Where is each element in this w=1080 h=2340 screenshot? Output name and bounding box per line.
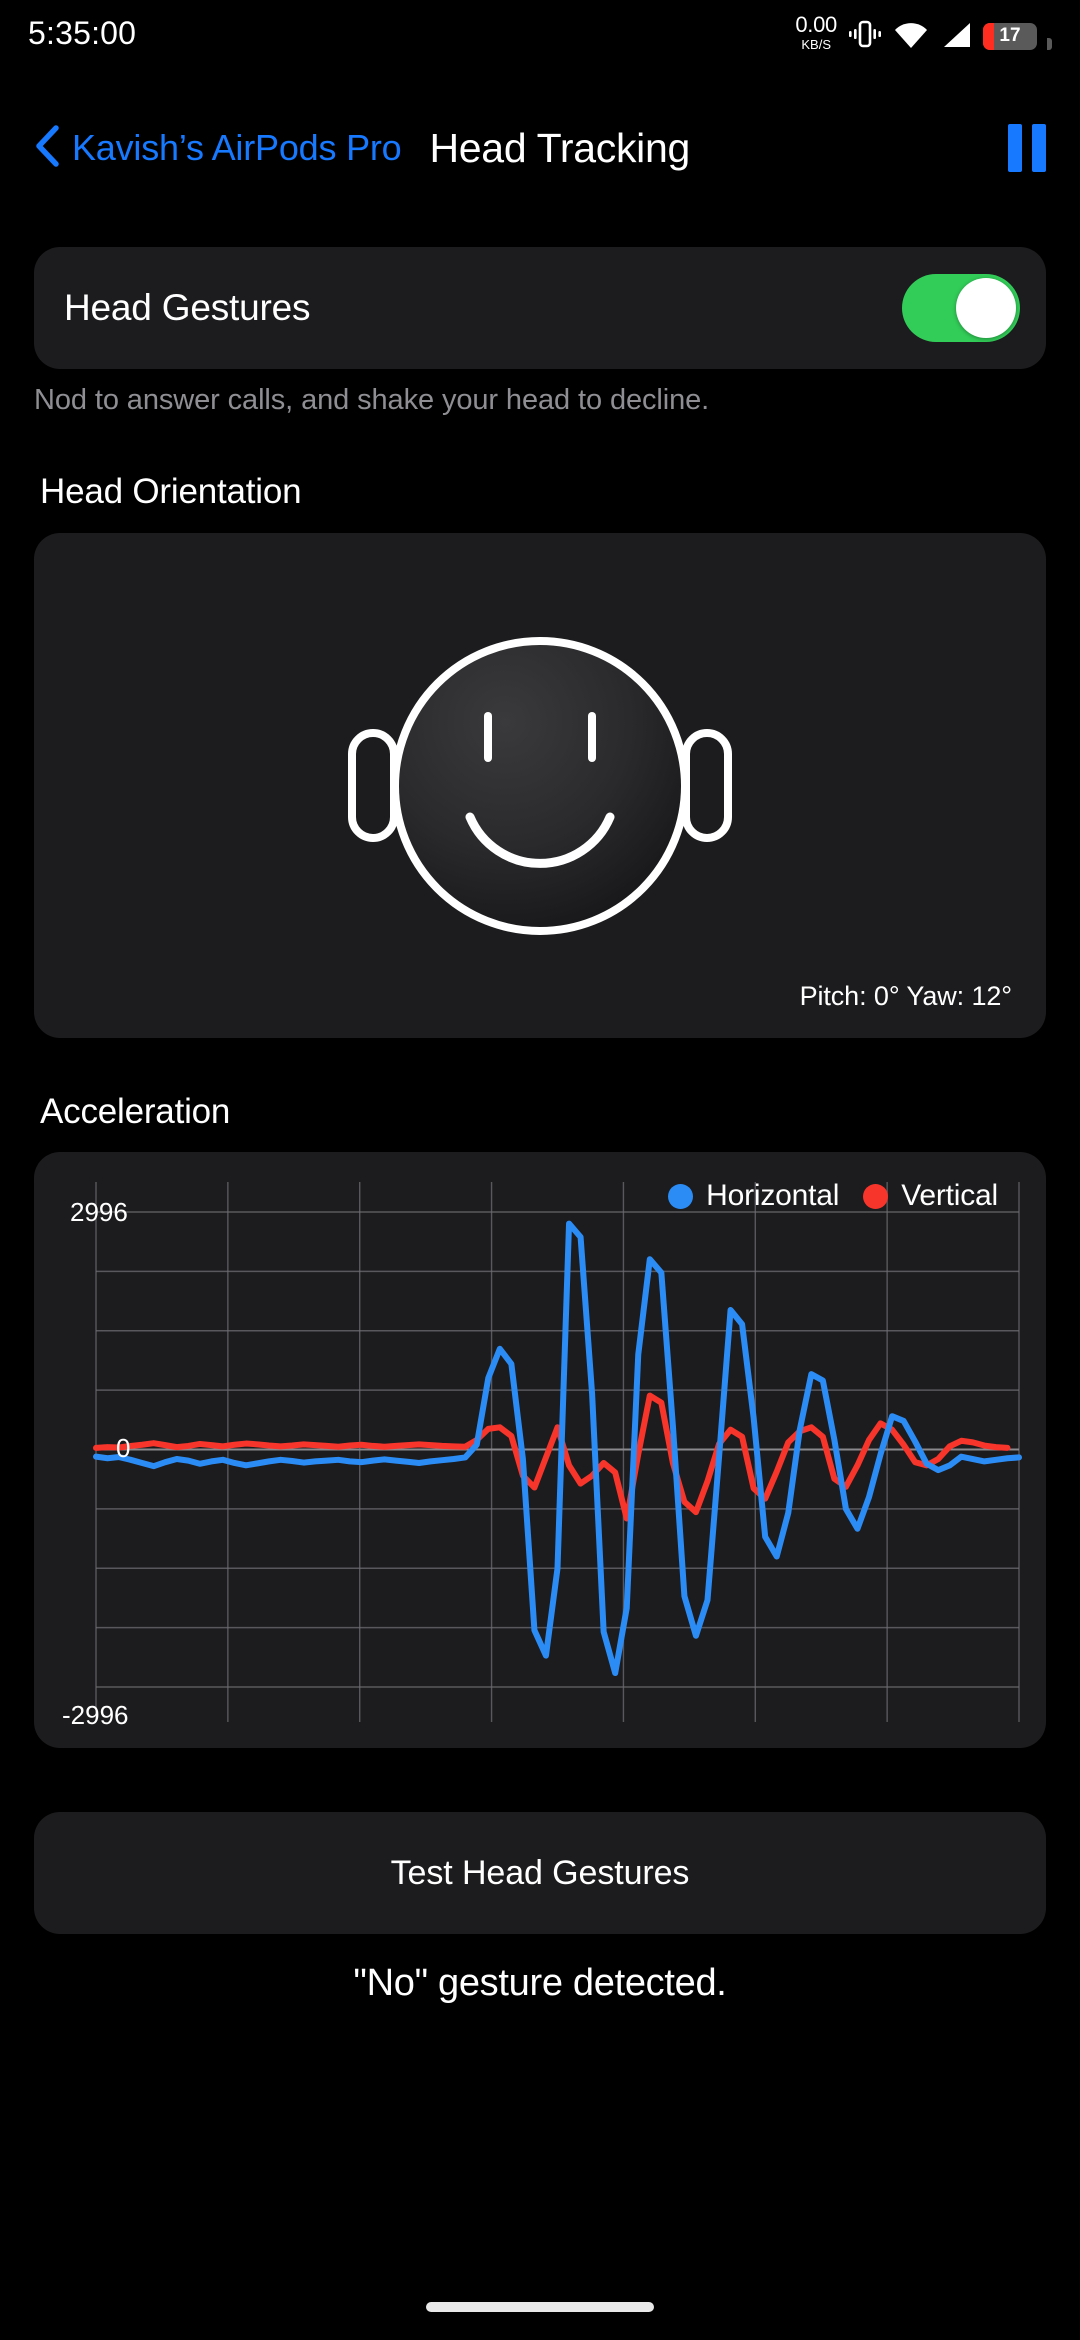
y-axis-label-zero: 0 [116,1433,131,1463]
home-indicator[interactable] [426,2302,654,2312]
series-line-vertical [93,1392,1011,1522]
network-rate-indicator: 0.00 KB/S [795,11,837,52]
pitch-yaw-readout: Pitch: 0° Yaw: 12° [799,981,1013,1011]
acceleration-title: Acceleration [40,1092,231,1131]
head-gestures-label: Head Gestures [64,287,311,328]
battery-fill [983,22,994,50]
status-bar: 5:35:00 0.00 KB/S [0,0,1080,66]
network-rate-value: 0.00 [795,11,837,37]
pause-bar-left [1008,124,1022,172]
acceleration-chart-card: Horizontal Vertical 2996 0 -2996 [34,1152,1046,1748]
status-bar-clock: 5:35:00 [28,14,137,51]
chart-legend: Horizontal Vertical [668,1179,998,1213]
back-button[interactable]: Kavish’s AirPods Pro [34,124,402,173]
legend-dot-horizontal [668,1183,694,1209]
legend-label-horizontal: Horizontal [706,1179,840,1212]
legend-item-vertical: Vertical [863,1179,998,1213]
battery-icon: 17 [983,22,1037,50]
acceleration-plot [93,1182,1022,1722]
network-rate-unit: KB/S [801,36,831,52]
head-orientation-card: Pitch: 0° Yaw: 12° [34,533,1046,1038]
head-orientation-title: Head Orientation [40,472,302,511]
wifi-icon [893,21,929,49]
legend-label-vertical: Vertical [901,1179,998,1212]
battery-percent: 17 [999,25,1021,46]
smiley-head-with-headphones-icon [34,533,1046,1038]
legend-item-horizontal: Horizontal [668,1179,839,1213]
legend-dot-vertical [863,1183,889,1209]
toggle-knob [956,278,1016,338]
status-bar-icons: 0.00 KB/S 17 [795,11,1052,53]
back-button-label: Kavish’s AirPods Pro [72,127,402,168]
cellular-signal-icon [940,21,972,49]
series-line-horizontal [93,1220,1022,1677]
page-title: Head Tracking [429,124,691,171]
gesture-status-text: "No" gesture detected. [353,1962,727,2004]
vibrate-icon [848,19,882,49]
y-axis-label-min: -2996 [62,1700,129,1730]
test-head-gestures-label: Test Head Gestures [390,1853,690,1892]
chevron-left-icon [34,124,60,173]
head-gestures-caption: Nod to answer calls, and shake your head… [34,384,710,416]
pause-bar-right [1032,124,1046,172]
navigation-bar: Kavish’s AirPods Pro Head Tracking [0,100,1080,196]
pause-icon[interactable] [1008,124,1046,172]
head-gestures-toggle[interactable] [902,274,1020,342]
battery-tip [1047,37,1052,50]
head-gestures-row[interactable]: Head Gestures [34,247,1046,369]
test-head-gestures-button[interactable]: Test Head Gestures [34,1812,1046,1934]
y-axis-label-max: 2996 [70,1197,128,1227]
